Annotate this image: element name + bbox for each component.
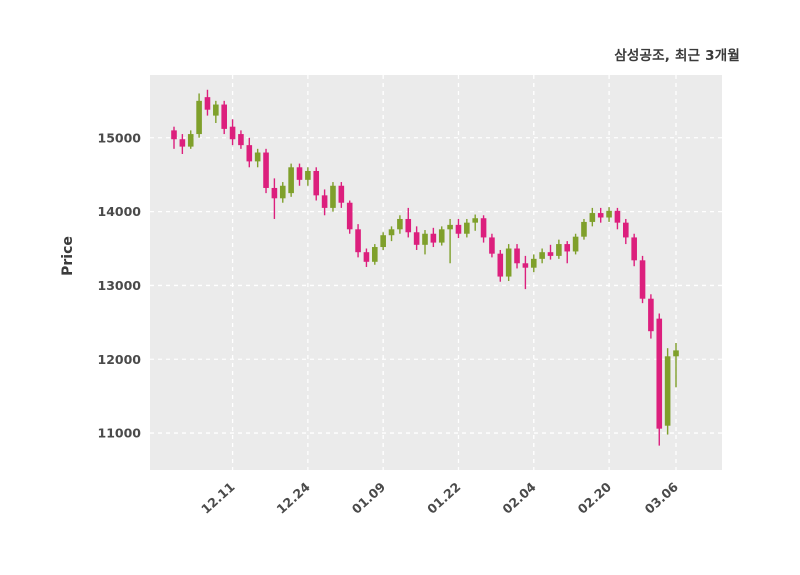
x-tick-label: 01.22: [424, 479, 463, 517]
candle-body: [305, 170, 311, 180]
candle-body: [464, 222, 470, 234]
candle-body: [388, 229, 395, 236]
y-tick-label: 14000: [98, 204, 142, 219]
candle-body: [363, 252, 370, 262]
candle-body: [455, 224, 462, 234]
y-axis-label: Price: [60, 236, 76, 276]
candle-body: [213, 104, 219, 116]
candle-body: [438, 229, 445, 243]
candle-body: [196, 100, 202, 135]
candle-body: [405, 218, 412, 233]
plot-area: [150, 75, 722, 470]
candle-body: [263, 152, 269, 188]
candle-body: [614, 210, 621, 223]
candle-body: [397, 218, 403, 230]
candle-body: [204, 97, 211, 110]
candle-body: [472, 218, 478, 223]
y-tick-label: 15000: [98, 130, 142, 145]
candle-body: [539, 252, 545, 259]
x-tick-label: 02.20: [575, 479, 615, 517]
candle-body: [447, 224, 453, 230]
candle-body: [330, 185, 336, 208]
chart-title: 삼성공조, 최근 3개월: [614, 48, 740, 64]
candle-body: [296, 167, 303, 180]
candle-body: [656, 318, 663, 429]
candle-body: [623, 222, 629, 238]
candle-body: [422, 233, 428, 245]
candle-body: [639, 260, 646, 299]
candle-body: [606, 210, 612, 218]
candle-body: [313, 170, 320, 196]
candle-body: [648, 298, 654, 332]
candle-body: [564, 244, 571, 252]
candle-body: [338, 185, 345, 203]
candle-body: [514, 248, 520, 264]
candle-body: [238, 134, 244, 146]
candle-body: [547, 252, 554, 256]
candle-body: [221, 104, 227, 129]
x-tick-label: 12.11: [198, 479, 237, 517]
y-tick-label: 13000: [98, 278, 142, 293]
candle-body: [271, 187, 278, 199]
x-tick-label: 12.24: [273, 479, 313, 517]
y-tick-label: 12000: [98, 352, 142, 367]
y-tick-label: 11000: [98, 426, 142, 441]
candle-body: [179, 139, 186, 147]
candle-body: [497, 253, 504, 277]
candle-body: [530, 258, 537, 268]
candle-body: [505, 248, 512, 277]
candle-body: [355, 229, 361, 253]
x-tick-label: 01.09: [349, 479, 388, 517]
candle-body: [321, 195, 328, 208]
candle-body: [346, 202, 353, 230]
candle-body: [171, 130, 177, 140]
x-tick-label: 03.06: [642, 479, 682, 517]
candle-body: [430, 233, 437, 243]
candle-body: [480, 218, 487, 238]
candle-body: [581, 221, 587, 237]
candle-body: [489, 237, 495, 254]
candle-body: [372, 247, 378, 262]
candle-body: [380, 235, 386, 248]
candle-body: [229, 126, 236, 140]
candle-body: [597, 213, 604, 218]
candle-body: [288, 167, 294, 194]
candle-body: [664, 356, 671, 426]
candle-body: [413, 232, 420, 245]
candle-body: [254, 152, 261, 162]
candle-body: [673, 350, 679, 357]
candle-body: [556, 244, 562, 256]
x-tick-label: 02.04: [499, 479, 539, 517]
candle-body: [522, 263, 529, 268]
candle-body: [572, 236, 579, 252]
candle-body: [631, 237, 637, 261]
candle-body: [279, 185, 286, 199]
candle-body: [187, 134, 194, 147]
candle-body: [246, 145, 253, 162]
candle-body: [589, 213, 596, 222]
